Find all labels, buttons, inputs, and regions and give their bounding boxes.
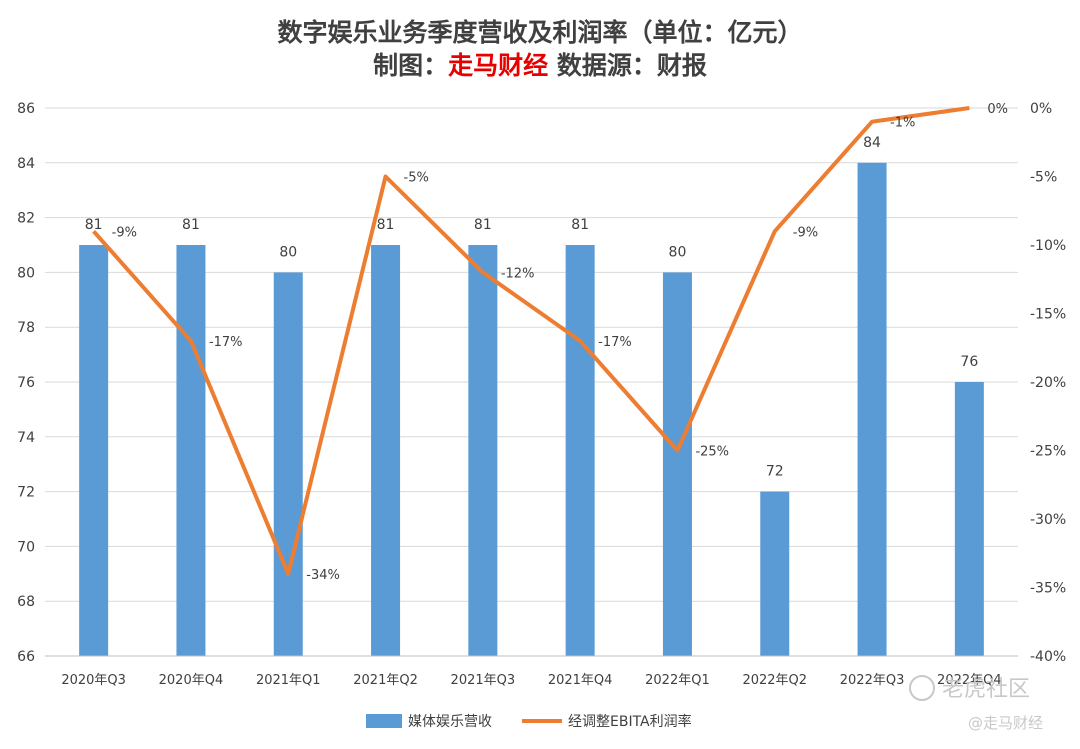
bar-data-label: 81: [571, 217, 589, 233]
subtitle-suffix: 数据源：财报: [548, 51, 707, 80]
y-right-tick-label: -10%: [1030, 238, 1066, 254]
bar: [273, 272, 303, 656]
line-data-label: 0%: [987, 102, 1008, 117]
line-labels: -9% -17% -34% -5% -12% -17% -25% -9% -1% 0%: [112, 102, 1008, 583]
line-data-label: -17%: [209, 335, 243, 350]
x-tick-label: 2020年Q4: [159, 673, 224, 688]
bar-data-label: 84: [863, 135, 881, 151]
y-right-tick-label: -20%: [1030, 375, 1066, 391]
chart-title: 数字娱乐业务季度营收及利润率（单位：亿元）: [277, 18, 802, 47]
bar-data-label: 80: [669, 244, 687, 260]
y-right-tick-label: -35%: [1030, 581, 1066, 597]
legend: 媒体娱乐营收 经调整EBITA利润率: [366, 713, 692, 730]
bar-data-label: 81: [85, 217, 103, 233]
bar: [79, 245, 109, 656]
x-axis: 2020年Q3 2020年Q4 2021年Q1 2021年Q2 2021年Q3 2021年…: [45, 655, 1018, 688]
chart-subtitle: 制图：走马财经 数据源：财报: [373, 51, 707, 80]
subtitle-brand: 走马财经: [448, 51, 548, 80]
x-tick-label: 2022年Q3: [840, 673, 905, 688]
bar: [176, 245, 206, 656]
y-left-tick-label: 84: [17, 156, 35, 172]
y-left-tick-label: 86: [17, 101, 35, 117]
line-data-label: -1%: [890, 116, 915, 131]
bar: [857, 162, 887, 657]
watermark-sub: @走马财经: [968, 714, 1043, 732]
y-axis-right: 0% -5% -10% -15% -20% -25% -30% -35% -40%: [1030, 101, 1066, 665]
y-right-tick-label: -5%: [1030, 170, 1057, 186]
bar-series: [79, 162, 984, 657]
line-data-label: -25%: [695, 445, 729, 460]
bar-labels: 81 81 80 81 81 81 80 72 84 76: [85, 135, 979, 480]
x-tick-label: 2020年Q3: [61, 673, 126, 688]
x-tick-label: 2021年Q3: [451, 673, 516, 688]
line-data-label: -34%: [306, 568, 340, 583]
y-left-tick-label: 82: [17, 211, 35, 227]
bar-data-label: 76: [960, 354, 978, 370]
y-right-tick-label: 0%: [1030, 101, 1052, 117]
y-left-tick-label: 72: [17, 485, 35, 501]
bar: [954, 382, 984, 656]
y-left-tick-label: 76: [17, 375, 35, 391]
bar: [565, 245, 595, 656]
y-left-tick-label: 68: [17, 594, 35, 610]
y-left-tick-label: 66: [17, 649, 35, 665]
subtitle-prefix: 制图：: [373, 51, 448, 80]
bar-data-label: 80: [279, 244, 297, 260]
x-tick-label: 2021年Q1: [256, 673, 321, 688]
y-left-tick-label: 70: [17, 539, 35, 555]
y-right-tick-label: -25%: [1030, 444, 1066, 460]
bar-data-label: 81: [377, 217, 395, 233]
x-tick-label: 2021年Q4: [548, 673, 613, 688]
line-data-label: -9%: [112, 225, 137, 240]
watermark-logo-icon: [909, 675, 935, 701]
y-right-tick-label: -40%: [1030, 649, 1066, 665]
bar: [662, 272, 692, 656]
line-data-label: -5%: [404, 171, 429, 186]
bar: [371, 245, 401, 656]
line-series: [92, 106, 970, 576]
watermark-main: 老虎社区: [942, 677, 1030, 702]
line-data-label: -12%: [501, 266, 535, 281]
legend-bar-swatch: [366, 714, 402, 728]
watermark: 老虎社区 @走马财经: [909, 675, 1043, 732]
bar: [468, 245, 498, 656]
y-left-tick-label: 74: [17, 430, 35, 446]
y-right-tick-label: -30%: [1030, 512, 1066, 528]
legend-bar-label: 媒体娱乐营收: [408, 714, 492, 730]
bar-data-label: 81: [182, 217, 200, 233]
x-tick-label: 2022年Q1: [645, 673, 710, 688]
line-data-label: -17%: [598, 335, 632, 350]
y-right-tick-label: -15%: [1030, 307, 1066, 323]
legend-line-label: 经调整EBITA利润率: [568, 713, 692, 730]
line-data-label: -9%: [793, 225, 818, 240]
line-path: [92, 106, 970, 576]
y-left-tick-label: 80: [17, 265, 35, 281]
y-left-tick-label: 78: [17, 320, 35, 336]
bar-data-label: 72: [766, 464, 784, 480]
y-axis-left: 86 84 82 80 78 76 74 72 70 68 66: [17, 101, 35, 665]
x-tick-label: 2022年Q2: [742, 673, 807, 688]
x-tick-label: 2021年Q2: [353, 673, 418, 688]
bar-data-label: 81: [474, 217, 492, 233]
x-tick-label: 2022年Q4: [937, 673, 1002, 688]
bar: [760, 491, 790, 656]
